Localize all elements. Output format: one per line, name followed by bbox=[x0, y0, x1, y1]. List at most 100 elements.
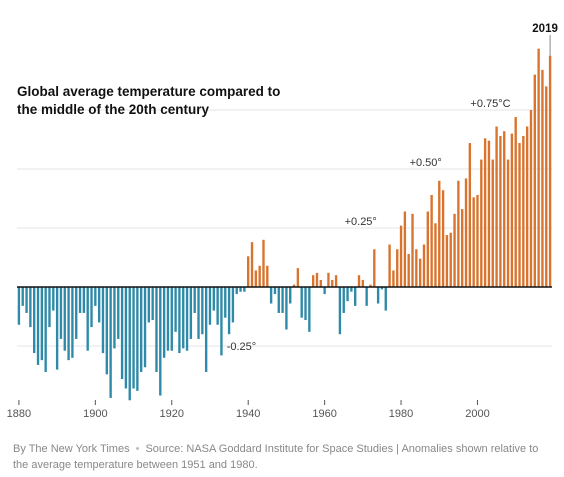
bar-1939 bbox=[243, 287, 246, 292]
bar-1917 bbox=[159, 287, 162, 396]
annotations: -0.25° +0.25° +0.50° +0.75°C 2019 bbox=[227, 23, 558, 353]
bar-2003 bbox=[487, 140, 491, 287]
bar-1951 bbox=[289, 287, 292, 304]
bar-1986 bbox=[422, 244, 426, 287]
bar-1935 bbox=[227, 287, 231, 335]
year-2019-label: 2019 bbox=[532, 23, 558, 35]
bar-1884 bbox=[33, 287, 36, 354]
bar-1880 bbox=[17, 287, 21, 325]
bar-1953 bbox=[296, 268, 300, 287]
bar-1955 bbox=[304, 287, 307, 321]
bar-1915 bbox=[151, 287, 154, 321]
bar-2001 bbox=[480, 159, 483, 287]
bar-2008 bbox=[506, 159, 510, 287]
bar-2010 bbox=[514, 117, 517, 287]
bar-1898 bbox=[86, 287, 89, 351]
separator-dot: • bbox=[135, 443, 140, 455]
bar-1947 bbox=[273, 287, 277, 295]
bar-1889 bbox=[52, 287, 55, 311]
bar-1962 bbox=[331, 279, 334, 287]
annotation-label: +0.75°C bbox=[470, 98, 510, 110]
bar-1978 bbox=[392, 270, 395, 287]
bar-2005 bbox=[495, 126, 498, 288]
bar-1885 bbox=[36, 287, 40, 365]
bar-1952 bbox=[292, 284, 296, 287]
bar-1904 bbox=[109, 287, 112, 398]
bar-1949 bbox=[281, 287, 284, 313]
bar-1892 bbox=[63, 287, 66, 351]
bar-1954 bbox=[300, 287, 303, 318]
bar-1887 bbox=[44, 287, 47, 372]
bar-2013 bbox=[525, 126, 529, 288]
bar-1908 bbox=[124, 287, 128, 389]
bar-1893 bbox=[67, 287, 70, 361]
bar-1976 bbox=[384, 287, 387, 311]
bar-1966 bbox=[346, 287, 349, 302]
source-text: Source: NASA Goddard Institute for Space… bbox=[13, 443, 539, 471]
bar-2016 bbox=[537, 48, 540, 287]
x-tick-label: 1880 bbox=[7, 408, 31, 420]
bar-1969 bbox=[357, 275, 361, 287]
bar-1902 bbox=[101, 287, 105, 354]
bar-1926 bbox=[193, 287, 196, 313]
bar-1984 bbox=[415, 249, 418, 287]
bar-1996 bbox=[461, 209, 464, 287]
bar-1971 bbox=[365, 287, 368, 306]
bar-1989 bbox=[434, 223, 437, 287]
bar-1937 bbox=[235, 287, 238, 295]
bar-1975 bbox=[380, 287, 384, 290]
bar-1958 bbox=[315, 272, 319, 287]
bar-1940 bbox=[247, 256, 250, 287]
bar-1965 bbox=[342, 287, 345, 313]
bar-1946 bbox=[269, 287, 273, 304]
bar-1903 bbox=[105, 287, 108, 375]
bar-1886 bbox=[40, 287, 44, 361]
bar-1900 bbox=[94, 287, 97, 306]
bar-1968 bbox=[354, 287, 357, 306]
bar-1943 bbox=[258, 265, 261, 287]
bar-1881 bbox=[21, 287, 24, 306]
bar-1928 bbox=[201, 287, 204, 335]
bar-1964 bbox=[338, 287, 342, 335]
credit-text: By The New York Times bbox=[13, 443, 130, 455]
bar-1910 bbox=[132, 287, 135, 389]
bar-1890 bbox=[55, 287, 59, 370]
bar-1891 bbox=[59, 287, 63, 339]
bar-2004 bbox=[491, 159, 494, 287]
temperature-chart: 1880 1900 1920 1940 1960 1980 2000 -0.25° +0.25… bbox=[7, 23, 558, 420]
bar-2014 bbox=[529, 110, 533, 287]
bar-1906 bbox=[117, 287, 120, 339]
annotation-label: -0.25° bbox=[227, 341, 256, 353]
bar-2019 bbox=[548, 55, 552, 287]
bar-1997 bbox=[464, 178, 468, 287]
bar-1931 bbox=[212, 287, 215, 311]
bar-1933 bbox=[220, 287, 223, 356]
bar-1981 bbox=[403, 211, 407, 287]
bar-1894 bbox=[71, 287, 74, 358]
bar-1938 bbox=[239, 287, 242, 292]
gridlines bbox=[17, 109, 552, 347]
bar-1936 bbox=[231, 287, 235, 323]
bar-1919 bbox=[166, 287, 170, 351]
footer: By The New York Times • Source: NASA Godda… bbox=[13, 441, 553, 473]
bar-1897 bbox=[82, 287, 86, 313]
bar-1948 bbox=[277, 287, 280, 313]
x-tick-label: 1960 bbox=[312, 408, 336, 420]
bar-1907 bbox=[120, 287, 124, 380]
bar-1895 bbox=[75, 287, 78, 339]
bar-1918 bbox=[162, 287, 166, 358]
bar-1994 bbox=[453, 213, 456, 287]
x-axis: 1880 1900 1920 1940 1960 1980 2000 bbox=[7, 400, 490, 420]
bar-1909 bbox=[128, 287, 131, 401]
bar-1990 bbox=[438, 180, 441, 287]
bar-1932 bbox=[216, 287, 219, 325]
bar-1957 bbox=[311, 275, 315, 287]
x-tick-label: 1980 bbox=[389, 408, 413, 420]
bar-1956 bbox=[308, 287, 311, 332]
bar-1913 bbox=[143, 287, 147, 368]
bar-1963 bbox=[334, 275, 338, 287]
bar-1945 bbox=[266, 265, 269, 287]
bar-1988 bbox=[430, 194, 433, 287]
bar-1916 bbox=[155, 287, 158, 372]
bar-1896 bbox=[78, 287, 82, 313]
